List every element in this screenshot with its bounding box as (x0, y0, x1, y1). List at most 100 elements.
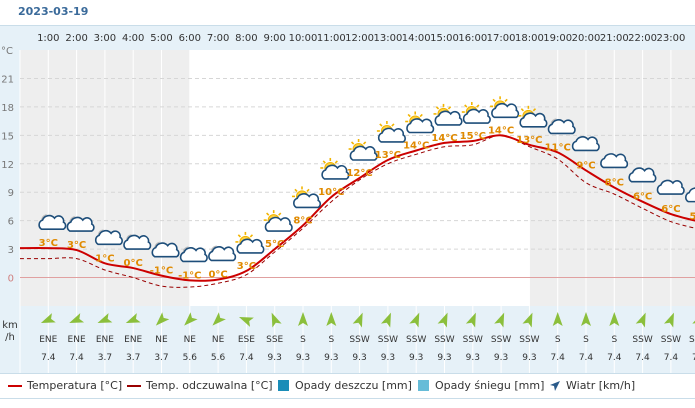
wind-arrow-icon (550, 380, 560, 391)
wind-direction-arrow-icon (494, 312, 505, 328)
temp-label: 12°C (346, 168, 372, 179)
wind-speed-label: 7.4 (692, 353, 695, 363)
wind-direction-label: SSW (689, 335, 695, 345)
night-partly-cloudy-icon (94, 229, 123, 246)
wind-direction-label: SSW (406, 335, 426, 345)
y-tick-label: 0 (8, 274, 14, 285)
legend: Temperatura [°C] Temp. odczuwalna [°C] O… (0, 373, 695, 399)
wind-speed-label: 3.7 (154, 353, 168, 363)
y-tick-label: 21 (1, 74, 14, 85)
date-title: 2023-03-19 (18, 5, 89, 18)
wind-direction-arrow-icon (239, 316, 254, 327)
cloud-icon (628, 167, 657, 183)
wind-direction-label: SSW (632, 335, 652, 345)
temp-label: 3°C (67, 240, 86, 251)
wind-direction-label: SSW (463, 335, 483, 345)
hour-label: 23:00 (656, 33, 685, 44)
night-partly-cloudy-icon (208, 245, 237, 262)
hour-label: 3:00 (94, 33, 116, 44)
wind-direction-arrow-icon (69, 313, 85, 324)
wind-speed-label: 9.3 (522, 353, 536, 363)
temp-label: 0°C (208, 269, 227, 280)
wind-direction-label: NE (184, 335, 197, 345)
wind-speed-label: 3.7 (98, 353, 112, 363)
cloud-icon (685, 187, 695, 203)
sun-cloud-icon (461, 102, 491, 124)
wind-direction-label: SSW (491, 335, 511, 345)
legend-item-feels-like[interactable]: Temp. odczuwalna [°C] (127, 379, 273, 392)
wind-direction-label: SSW (519, 335, 539, 345)
wind-direction-label: ESE (238, 335, 255, 345)
legend-item-temperature[interactable]: Temperatura [°C] (8, 379, 122, 392)
wind-direction-label: S (300, 335, 306, 345)
temp-label: -1°C (178, 270, 201, 281)
night-partly-cloudy-icon (179, 246, 208, 263)
hour-label: 9:00 (263, 33, 285, 44)
hour-label: 2:00 (65, 33, 87, 44)
hour-label: 6:00 (179, 33, 201, 44)
sun-cloud-icon (235, 231, 265, 254)
legend-item-snow[interactable]: Opady śniegu [mm] (418, 379, 544, 392)
rain-swatch (278, 380, 289, 391)
wind-direction-arrow-icon (40, 313, 56, 324)
chart-svg: 0 3 6 9 12 15 18 21 °C 1:00 2:00 3:00 4:00 5:00 6:00 7:… (0, 26, 695, 374)
temp-label: 5°C (265, 239, 284, 250)
wind-direction-arrow-icon (184, 312, 198, 326)
temperature-line-swatch (8, 384, 22, 387)
wind-speed-label: 7.4 (239, 353, 254, 363)
wind-direction-arrow-icon (465, 312, 476, 328)
night-partly-cloudy-icon (123, 234, 152, 250)
legend-label-snow: Opady śniegu [mm] (435, 379, 545, 392)
wind-speed-label: 9.3 (381, 353, 395, 363)
hour-label: 1:00 (37, 33, 59, 44)
hour-label: 19:00 (543, 33, 572, 44)
sun-cloud-icon (518, 105, 548, 128)
wind-speed-label: 9.3 (494, 353, 508, 363)
hour-label: 13:00 (373, 33, 402, 44)
hour-label: 20:00 (572, 33, 601, 44)
wind-speed-label: 7.4 (635, 353, 650, 363)
y-tick-label: 6 (8, 217, 14, 228)
wind-direction-arrow-icon (155, 312, 170, 326)
wind-direction-arrow-icon (298, 312, 308, 326)
hour-label: 17:00 (487, 33, 516, 44)
wind-direction-arrow-icon (581, 312, 591, 326)
y-tick-label: 12 (1, 160, 14, 171)
legend-label-temperature: Temperatura [°C] (27, 379, 123, 392)
wind-speed-label: 9.3 (324, 353, 338, 363)
temp-label: 9°C (576, 160, 595, 171)
legend-item-rain[interactable]: Opady deszczu [mm] (278, 379, 412, 392)
temp-label: 14°C (431, 133, 457, 144)
wind-direction-label: SSW (378, 335, 398, 345)
sun-cloud-icon (320, 157, 350, 180)
wind-direction-label: ENE (68, 335, 86, 345)
temp-label: 3°C (237, 261, 256, 272)
sun-cloud-icon (292, 186, 322, 209)
hour-label: 22:00 (628, 33, 657, 44)
wind-direction-arrow-icon (271, 312, 282, 328)
y-axis-band (0, 26, 20, 374)
temp-label: 13°C (516, 135, 542, 146)
cloud-icon (600, 153, 629, 169)
wind-speed-label: 5.6 (211, 353, 226, 363)
wind-speed-label: 7.4 (664, 353, 679, 363)
wind-direction-label: S (611, 335, 617, 345)
hour-header-band (0, 26, 695, 50)
wind-direction-arrow-icon (125, 313, 141, 324)
wind-direction-arrow-icon (409, 312, 420, 328)
night-partly-cloudy-icon (66, 216, 95, 232)
wind-speed-label: 9.3 (409, 353, 423, 363)
wind-direction-label: SSW (434, 335, 454, 345)
wind-speed-label: 7.4 (551, 353, 566, 363)
legend-item-wind[interactable]: Wiatr [km/h] (549, 379, 635, 392)
night-partly-cloudy-icon (38, 214, 67, 230)
wind-direction-label: SSW (349, 335, 369, 345)
temp-label: 14°C (488, 125, 514, 136)
temp-label: 6°C (661, 204, 680, 215)
hour-label: 11:00 (317, 33, 346, 44)
wind-speed-label: 5.6 (183, 353, 198, 363)
wind-direction-label: S (555, 335, 561, 345)
wind-direction-arrow-icon (212, 312, 226, 326)
temp-label: 1°C (95, 253, 114, 264)
wind-direction-label: ENE (96, 335, 114, 345)
